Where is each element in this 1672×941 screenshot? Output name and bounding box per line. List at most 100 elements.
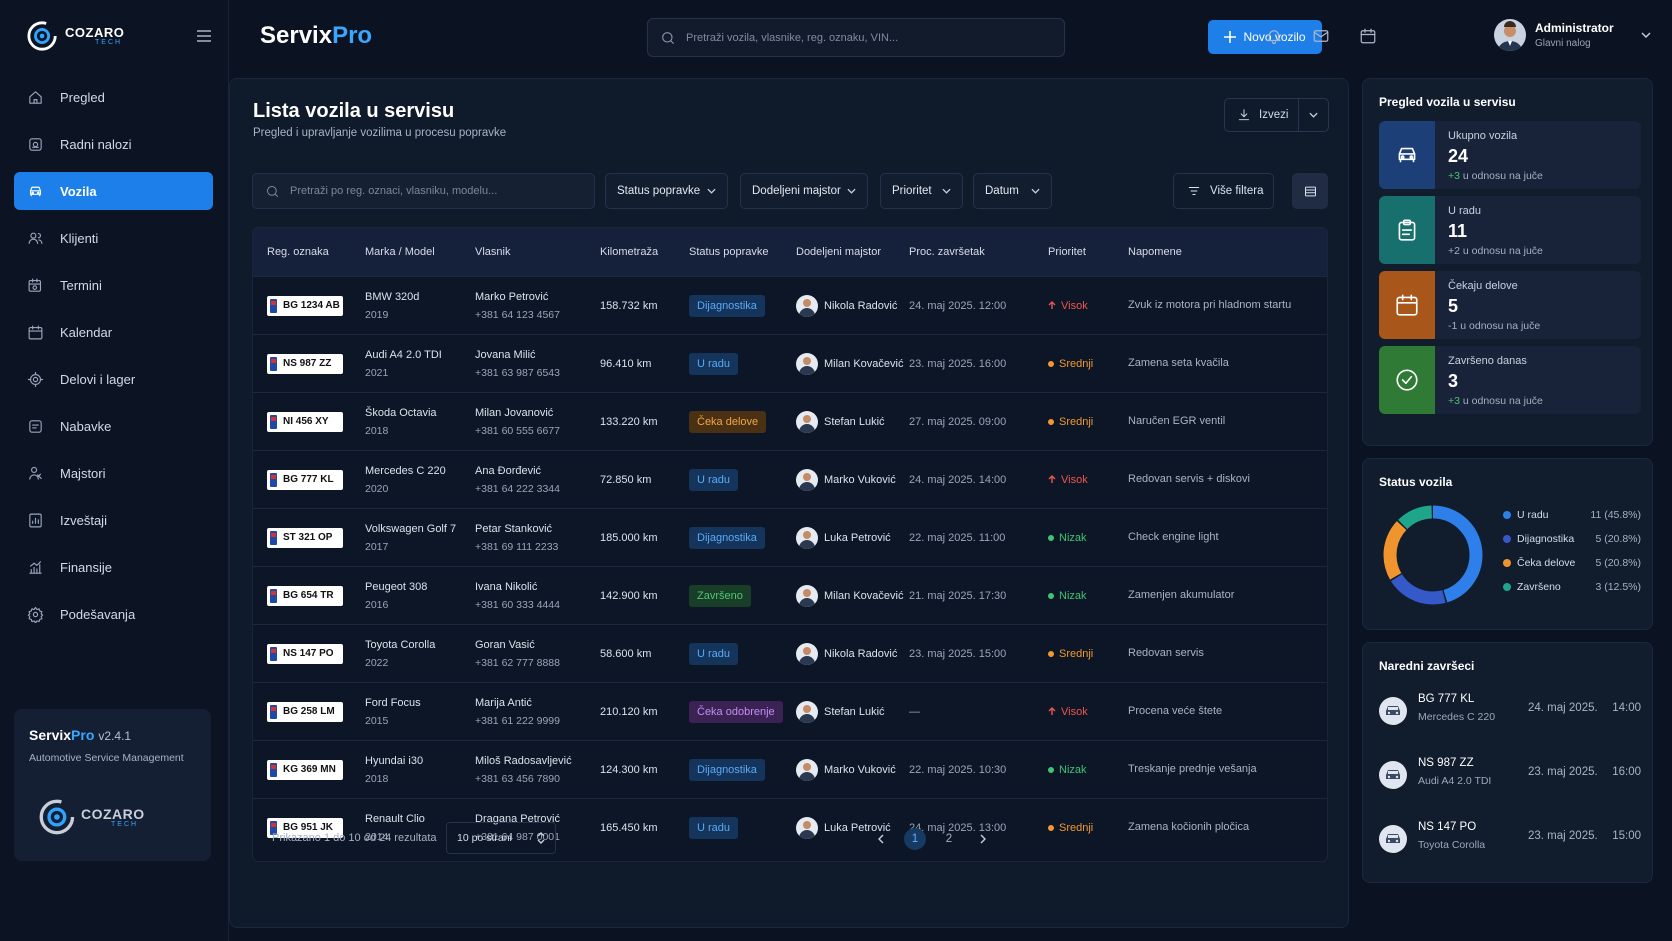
stat-value: 5 — [1448, 296, 1459, 316]
about-card: ServixPro v2.4.1 Automotive Service Manag… — [14, 709, 211, 861]
sidebar-item-izve-taji[interactable]: Izveštaji — [14, 501, 213, 539]
sidebar-item-nabavke[interactable]: Nabavke — [14, 407, 213, 445]
upcoming-time: 15:00 — [1612, 830, 1641, 842]
sidebar-item-majstori[interactable]: Majstori — [14, 454, 213, 492]
mail-icon[interactable] — [1312, 27, 1330, 45]
eta-date: 23. maj 2025. 15:00 — [909, 647, 1007, 660]
table-row[interactable]: NS 147 PO Toyota Corolla 2022 Goran Vasić… — [253, 624, 1327, 682]
mechanic-icon — [29, 466, 42, 480]
new-vehicle-button[interactable]: Novo vozilo — [1208, 20, 1322, 54]
car-icon — [1379, 697, 1407, 725]
sidebar-item-pregled[interactable]: Pregled — [14, 78, 213, 116]
column-header[interactable]: Reg. oznaka — [267, 246, 329, 258]
filter-mechanic-dropdown[interactable]: Dodeljeni majstor — [740, 173, 868, 209]
sidebar-item-termini[interactable]: Termini — [14, 266, 213, 304]
column-header[interactable]: Kilometraža — [600, 246, 659, 258]
sidebar-item-finansije[interactable]: Finansije — [14, 548, 213, 586]
table-row[interactable]: BG 951 JK Renault Clio 2014 Dragana Petro… — [253, 798, 1327, 856]
table-search-input[interactable]: Pretraži po reg. oznaci, vlasniku, model… — [252, 173, 595, 209]
priority-label: Srednji — [1059, 357, 1094, 370]
upcoming-panel: Naredni završeci BG 777 KL Mercedes C 22… — [1362, 642, 1653, 883]
stat-card[interactable]: U radu 11 +2 u odnosu na juče — [1379, 196, 1641, 264]
stat-card[interactable]: Ukupno vozila 24 +3 u odnosu na juče — [1379, 121, 1641, 189]
mechanic-name: Stefan Lukić — [824, 415, 885, 428]
user-menu[interactable]: Administrator Glavni nalog — [1494, 19, 1651, 51]
upcoming-item[interactable]: NS 987 ZZ Audi A4 2.0 TDI 23. maj 2025. … — [1379, 751, 1641, 801]
chevron-down-icon — [707, 188, 716, 194]
filter-status-dropdown[interactable]: Status popravke — [605, 173, 728, 209]
table-row[interactable]: BG 258 LM Ford Focus 2015 Marija Antić +38… — [253, 682, 1327, 740]
upcoming-item[interactable]: NS 147 PO Toyota Corolla 23. maj 2025. 1… — [1379, 815, 1641, 865]
column-header[interactable]: Proc. završetak — [909, 246, 985, 258]
sidebar-item-klijenti[interactable]: Klijenti — [14, 219, 213, 257]
export-options-button[interactable] — [1299, 112, 1328, 118]
stat-card[interactable]: Čekaju delove 5 -1 u odnosu na juče — [1379, 271, 1641, 339]
priority: Visok — [1048, 474, 1088, 486]
upcoming-model: Audi A4 2.0 TDI — [1418, 775, 1492, 787]
filter-date-dropdown[interactable]: Datum — [973, 173, 1052, 209]
parts-icon — [27, 371, 44, 387]
sidebar-item-kalendar[interactable]: Kalendar — [14, 313, 213, 351]
mechanic-name: Marko Vuković — [824, 473, 896, 486]
filter-mechanic-label: Dodeljeni majstor — [752, 185, 841, 197]
logo-tag: TECH — [95, 39, 123, 46]
global-search-input[interactable]: Pretraži vozila, vlasnike, reg. oznaku, … — [647, 18, 1065, 57]
table-row[interactable]: BG 654 TR Peugeot 308 2016 Ivana Nikolić +… — [253, 566, 1327, 624]
table-row[interactable]: NS 987 ZZ Audi A4 2.0 TDI 2021 Jovana Mil… — [253, 334, 1327, 392]
column-header[interactable]: Dodeljeni majstor — [796, 246, 881, 258]
about-logo: COZARO TECH — [39, 797, 145, 837]
sidebar-item-radni-nalozi[interactable]: Radni nalozi — [14, 125, 213, 163]
bell-icon[interactable] — [1265, 27, 1283, 45]
company-logo[interactable]: COZARO TECH — [27, 19, 124, 53]
vehicle-model: Volkswagen Golf 7 — [365, 522, 457, 535]
filter-priority-dropdown[interactable]: Prioritet — [880, 173, 963, 209]
sidebar-item-vozila[interactable]: Vozila — [14, 172, 213, 210]
legend-item: Dijagnostika 5 (20.8%) — [1503, 533, 1641, 545]
column-header[interactable]: Napomene — [1128, 246, 1182, 258]
column-header[interactable]: Marka / Model — [365, 246, 435, 258]
page-size-select[interactable]: 10 po strani — [446, 822, 556, 854]
eta-date: — — [909, 705, 920, 718]
table-row[interactable]: BG 1234 AB BMW 320d 2019 Marko Petrović +3… — [253, 276, 1327, 334]
vehicle-model: Audi A4 2.0 TDI — [365, 348, 442, 361]
priority-dot — [1048, 534, 1054, 541]
prev-page-button[interactable] — [870, 828, 892, 850]
row-note: Zvuk iz motora pri hladnom startu — [1128, 298, 1292, 311]
page-1-button[interactable]: 1 — [904, 828, 926, 850]
upcoming-item[interactable]: BG 777 KL Mercedes C 220 24. maj 2025. 1… — [1379, 687, 1641, 737]
next-page-button[interactable] — [972, 828, 994, 850]
more-filters-button[interactable]: Više filtera — [1173, 173, 1274, 209]
table-row[interactable]: KG 369 MN Hyundai i30 2018 Miloš Radosavl… — [253, 740, 1327, 798]
owner-phone: +381 63 987 6543 — [475, 366, 560, 379]
sidebar-item-label: Podešavanja — [60, 606, 136, 622]
sidebar-item-label: Nabavke — [60, 418, 112, 434]
column-header[interactable]: Prioritet — [1048, 246, 1086, 258]
column-header[interactable]: Vlasnik — [475, 246, 511, 258]
new-vehicle-label: Novo vozilo — [1243, 30, 1306, 44]
owner-phone: +381 64 222 3344 — [475, 482, 560, 495]
stat-value: 24 — [1448, 146, 1469, 166]
table-row[interactable]: ST 321 OP Volkswagen Golf 7 2017 Petar St… — [253, 508, 1327, 566]
vehicle-model: Škoda Octavia — [365, 406, 437, 419]
menu-toggle-icon[interactable] — [197, 30, 211, 42]
calendar-icon[interactable] — [1359, 27, 1377, 45]
column-header[interactable]: Status popravke — [689, 246, 769, 258]
sidebar-nav: Pregled Radni nalozi Vozila Klijenti Termini… — [14, 78, 213, 642]
sidebar-item-pode-avanja[interactable]: Podešavanja — [14, 595, 213, 633]
vehicle-year: 2022 — [365, 656, 389, 669]
clipboard-icon — [1398, 219, 1416, 241]
export-button[interactable]: Izvezi — [1225, 99, 1299, 131]
chevron-down-icon — [1309, 112, 1318, 118]
stat-card[interactable]: Završeno danas 3 +3 u odnosu na juče — [1379, 346, 1641, 414]
table-row[interactable]: NI 456 XY Škoda Octavia 2018 Milan Jovano… — [253, 392, 1327, 450]
license-plate: BG 1234 AB — [267, 295, 343, 316]
list-view-toggle[interactable] — [1292, 173, 1328, 209]
table-row[interactable]: BG 777 KL Mercedes C 220 2020 Ana Đorđevi… — [253, 450, 1327, 508]
upcoming-plate: BG 777 KL — [1418, 693, 1475, 705]
owner-name: Ivana Nikolić — [475, 580, 538, 593]
legend-label: Završeno — [1517, 581, 1561, 593]
vehicle-list-card: Lista vozila u servisu Pregled i upravlj… — [229, 78, 1349, 928]
page-2-button[interactable]: 2 — [945, 833, 953, 845]
overview-panel: Pregled vozila u servisu Ukupno vozila 2… — [1362, 78, 1653, 446]
sidebar-item-delovi-i-lager[interactable]: Delovi i lager — [14, 360, 213, 398]
